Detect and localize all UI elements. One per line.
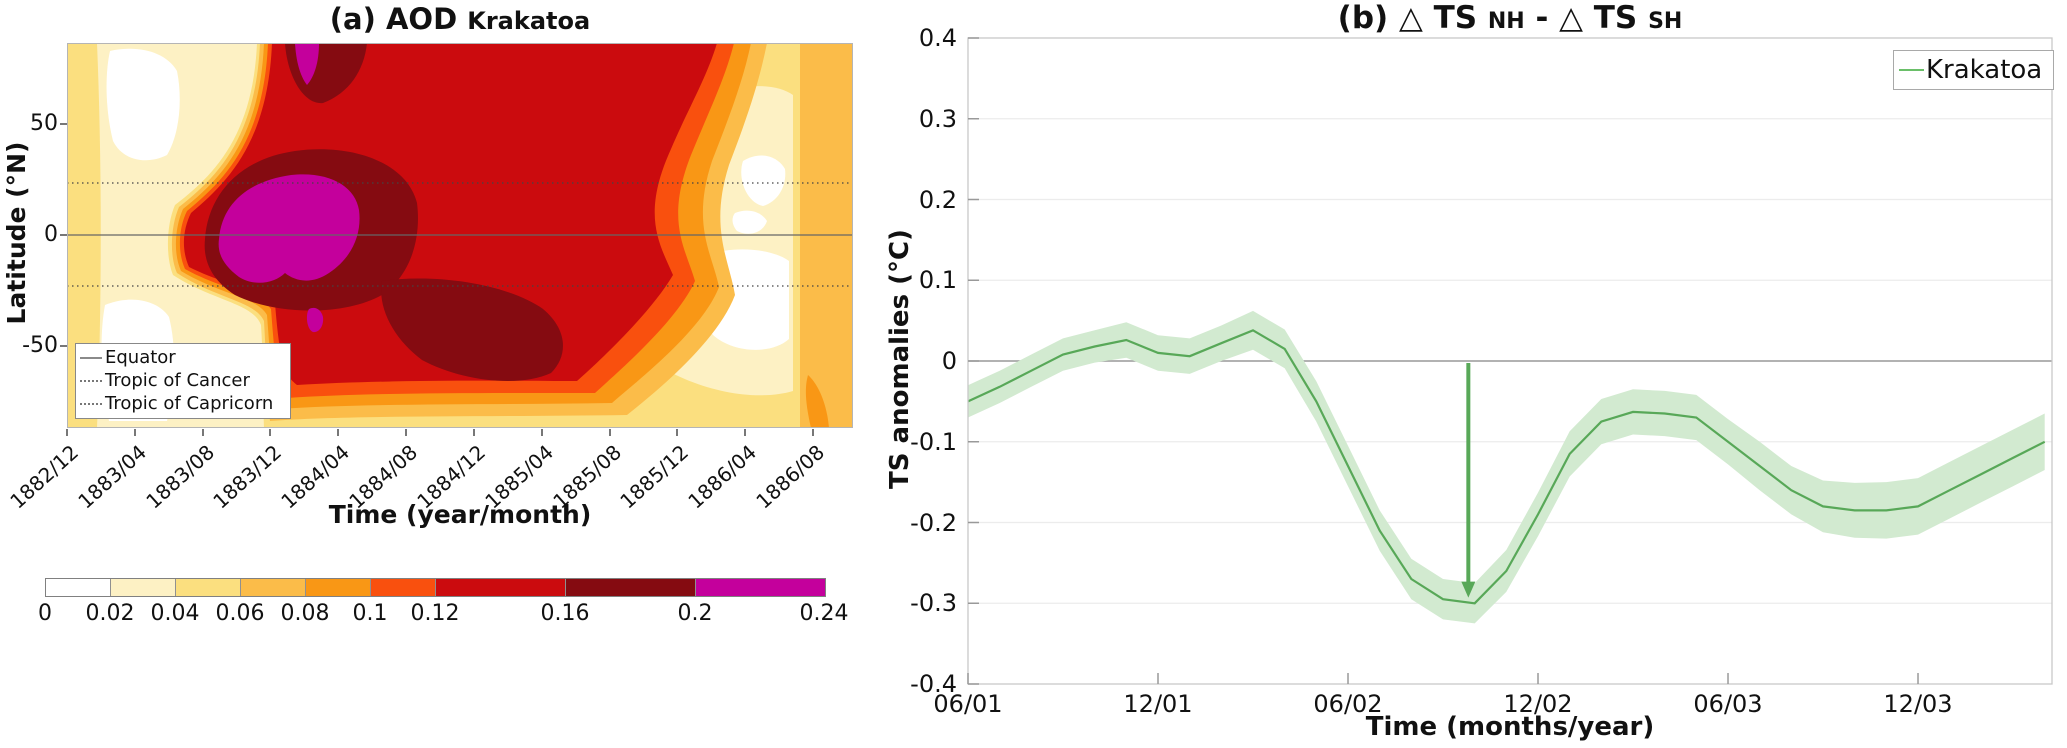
panel-a-ytick: -50 — [22, 333, 58, 358]
panel-a-xtick-mark — [472, 429, 475, 436]
panel-a-xtick-mark — [676, 429, 679, 436]
colorbar-tick-label: 0.02 — [85, 601, 135, 626]
colorbar-segment — [46, 579, 111, 596]
panel-b-xtick: 12/02 — [1503, 690, 1573, 718]
legend-item-tropic-of-capricorn: Tropic of Capricorn — [80, 392, 286, 415]
panel-a-xlabel: Time (year/month) — [328, 500, 592, 529]
panel-b-ytick: 0.4 — [918, 24, 957, 52]
colorbar-segment — [696, 579, 825, 596]
panel-a-xtick-mark — [133, 429, 136, 436]
panel-b-ytick: -0.2 — [910, 508, 957, 537]
green-line-sample — [1899, 69, 1924, 71]
panel-a-ytick: 50 — [30, 111, 58, 136]
panel-a-xtick: 1882/12 — [5, 440, 84, 514]
legend-label: Tropic of Capricorn — [105, 393, 274, 414]
panel-b-ytick: 0.1 — [918, 266, 957, 295]
panel-b-xtick: 12/03 — [1883, 690, 1953, 718]
panel-b-xtick: 06/03 — [1693, 690, 1763, 718]
colorbar-segment — [566, 579, 696, 596]
colorbar-tick-label: 0.06 — [215, 601, 265, 626]
panel-a-xtick: 1883/04 — [73, 440, 151, 514]
colorbar-tick-label: 0.2 — [677, 601, 713, 626]
legend-item-tropic-of-cancer: Tropic of Cancer — [80, 369, 286, 392]
panel-b-xtick: 06/01 — [933, 690, 1003, 718]
solid-line-sample — [80, 356, 102, 359]
panel-a-xtick-mark — [337, 429, 340, 436]
panel-a-xtick: 1886/08 — [751, 440, 830, 514]
panel-b-title-nh: NH — [1487, 9, 1525, 34]
panel-b-ytick: -0.4 — [910, 670, 957, 698]
legend-label-krakatoa: Krakatoa — [1926, 55, 2043, 85]
panel-a-xtick-mark — [744, 429, 747, 436]
colorbar-segment — [371, 579, 436, 596]
panel-b-xtick: 12/01 — [1123, 690, 1193, 718]
colorbar-segment — [306, 579, 371, 596]
panel-a-xtick-mark — [269, 429, 272, 436]
legend-label: Tropic of Cancer — [105, 370, 250, 391]
panel-a-xtick-mark — [405, 429, 408, 436]
panel-a-xtick-mark — [812, 429, 815, 436]
panel-b-ytick: 0 — [941, 347, 957, 375]
panel-a-title: (a) AOD Krakatoa — [140, 2, 780, 36]
panel-b-title-part2: - △ TS — [1524, 0, 1649, 36]
panel-a-ytick-mark — [60, 234, 67, 236]
panel-b-legend: Krakatoa — [1893, 50, 2054, 90]
panel-a-xtick-mark — [66, 429, 68, 436]
panel-b-title-sh: SH — [1648, 9, 1683, 34]
aod-heatmap — [67, 43, 853, 428]
colorbar-tick-label: 0.1 — [352, 601, 388, 626]
colorbar-segment — [241, 579, 306, 596]
panel-b-ytick: -0.3 — [910, 589, 957, 618]
panel-b-xlabel: Time (months/year) — [1365, 712, 1655, 742]
confidence-band — [968, 310, 2045, 624]
panel-b-title-part1: (b) △ TS — [1337, 0, 1488, 36]
panel-a-ytick-mark — [60, 123, 67, 125]
panel-b-ytick: -0.1 — [910, 427, 957, 456]
colorbar-segment — [111, 579, 176, 596]
panel-b-ytick: 0.2 — [918, 185, 957, 214]
legend-item-equator: Equator — [80, 346, 286, 369]
colorbar-tick-label: 0.08 — [280, 601, 330, 626]
panel-a-title-main: (a) AOD — [329, 2, 458, 36]
dotted-line-sample — [80, 379, 102, 382]
colorbar-tick-label: 0.04 — [150, 601, 200, 626]
panel-a-title-sub: Krakatoa — [467, 7, 591, 35]
krakatoa-series-line — [967, 329, 2046, 605]
dotted-line-sample — [80, 402, 102, 405]
colorbar-tick-label: 0.16 — [540, 601, 590, 626]
panel-a-ytick: 0 — [44, 222, 58, 247]
panel-a-xtick-mark — [608, 429, 611, 436]
colorbar-segment — [176, 579, 241, 596]
ts-anomaly-plot — [967, 37, 2053, 685]
anomaly-arrow-head — [1461, 581, 1476, 598]
colorbar-tick-label: 0.12 — [410, 601, 460, 626]
panel-a-xtick-mark — [201, 429, 204, 436]
panel-b-title: (b) △ TS NH - △ TS SH — [1190, 0, 1830, 36]
panel-a-ytick-mark — [60, 345, 67, 347]
legend-label: Equator — [105, 347, 176, 368]
aod-colorbar — [45, 578, 826, 597]
panel-b-xtick: 06/02 — [1313, 690, 1383, 718]
panel-b-ytick: 0.3 — [918, 104, 957, 133]
panel-a-xtick-mark — [540, 429, 543, 436]
colorbar-tick-label: 0.24 — [799, 601, 849, 626]
panel-a-legend: Equator Tropic of Cancer Tropic of Capri… — [75, 343, 291, 419]
colorbar-tick-label: 0 — [38, 601, 52, 626]
colorbar-segment — [436, 579, 566, 596]
